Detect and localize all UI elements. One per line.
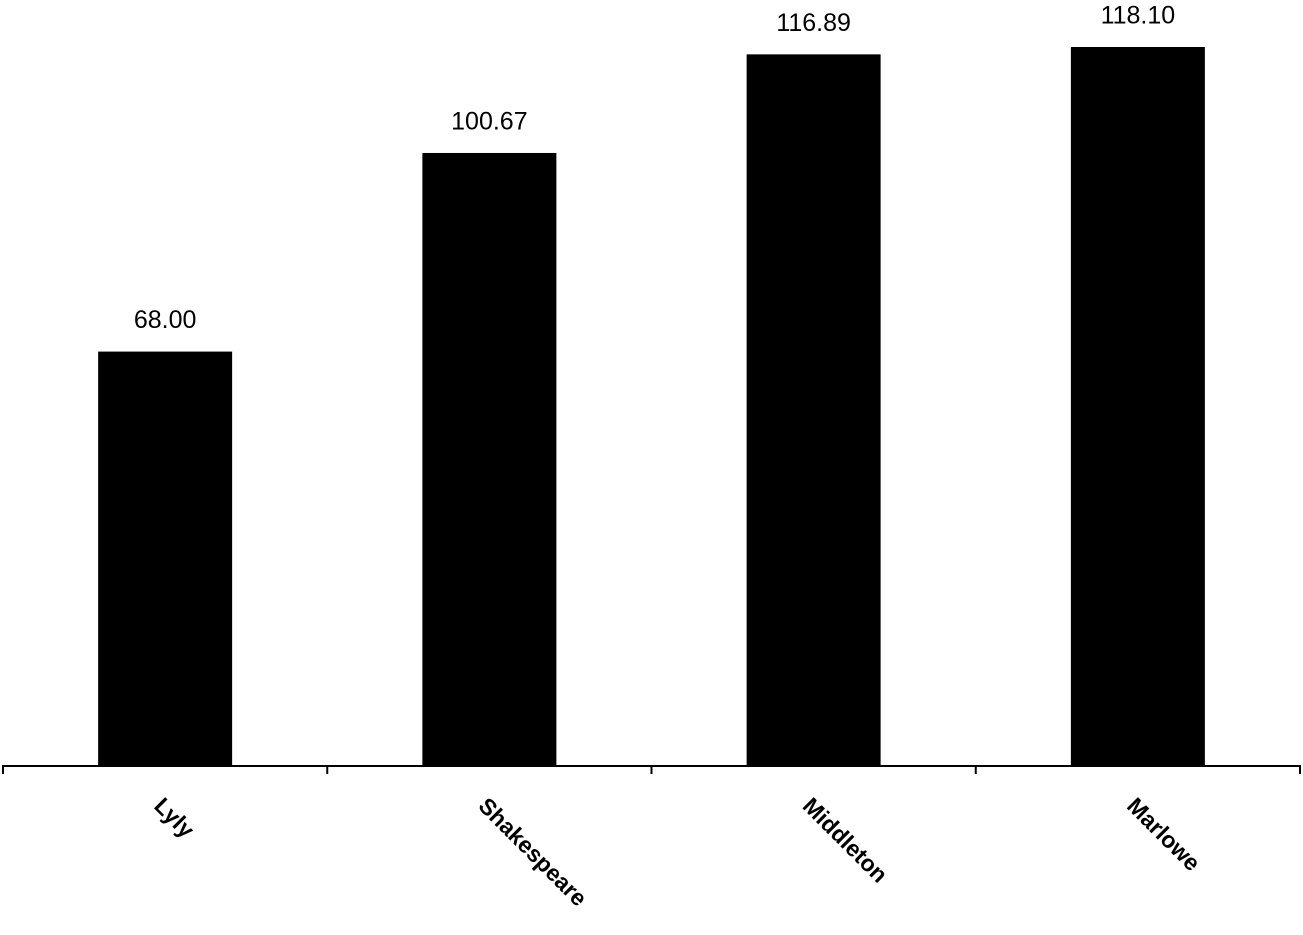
bar xyxy=(1070,47,1205,765)
x-tick-label: Middleton xyxy=(798,792,893,887)
x-tick-label: Shakespeare xyxy=(474,792,593,911)
value-label: 100.67 xyxy=(451,108,527,136)
value-label: 118.10 xyxy=(1101,2,1176,30)
value-label: 68.00 xyxy=(134,306,197,334)
bar xyxy=(746,54,881,765)
x-tick-label: Marlowe xyxy=(1122,792,1205,875)
x-tick-label: Lyly xyxy=(149,792,199,842)
value-label: 116.89 xyxy=(776,9,851,37)
bar xyxy=(422,152,557,766)
bar xyxy=(98,351,233,765)
